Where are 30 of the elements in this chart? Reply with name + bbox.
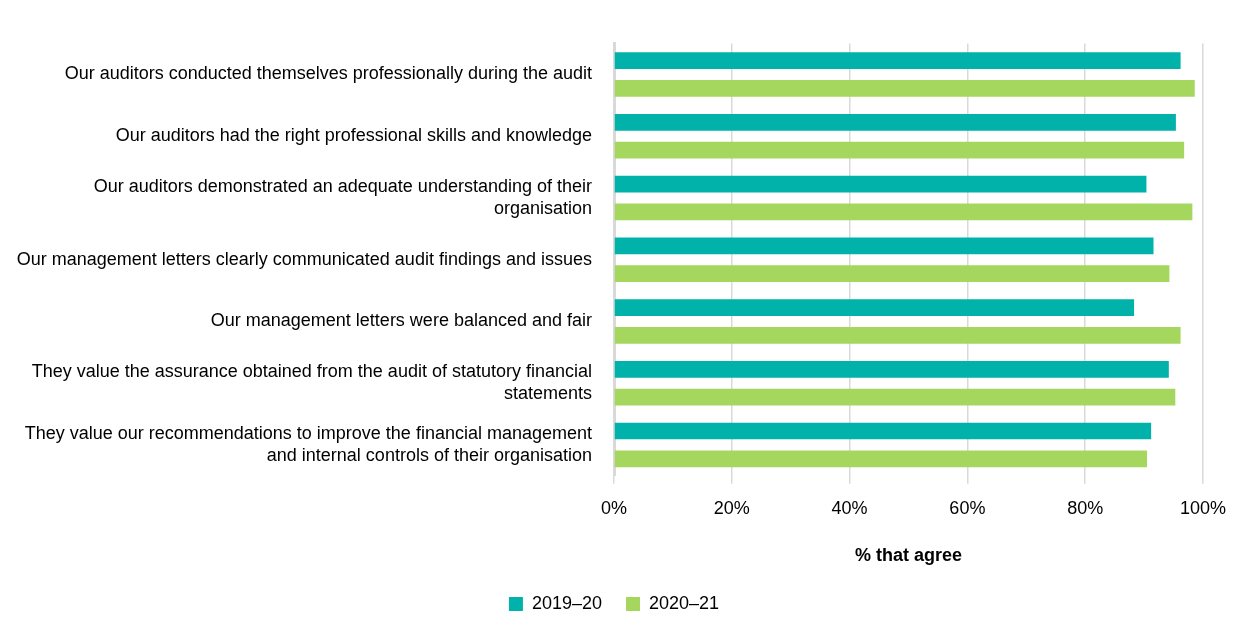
bar [614, 327, 1181, 344]
bar [614, 388, 1176, 406]
y-tick-label: They value the assurance obtained from the audit of statutory financial statements [31, 361, 592, 403]
bar [614, 175, 1147, 193]
bar [614, 141, 1185, 159]
x-axis-title: % that agree [854, 545, 963, 566]
x-tick-label: 20% [713, 497, 750, 518]
legend-label: 2020–21 [649, 592, 720, 613]
bar [614, 265, 1170, 282]
y-tick-label: Our auditors had the right professional skills and knowledge [115, 125, 592, 146]
bar [614, 450, 1148, 468]
y-tick-label: Our management letters clearly communicated audit findings and issues [16, 248, 592, 269]
bar [614, 299, 1135, 316]
x-tick-label: 60% [949, 497, 986, 518]
y-tick-label: Our auditors demonstrated an adequate understanding of their organisation [93, 176, 592, 218]
bar [614, 237, 1154, 255]
bar [614, 113, 1176, 131]
bar [614, 422, 1152, 440]
x-tick-label: 0% [600, 497, 628, 518]
legend-label: 2019–20 [531, 592, 602, 613]
x-tick-label: 80% [1067, 497, 1104, 518]
x-tick-label: 40% [831, 497, 868, 518]
bar [614, 52, 1181, 69]
bar [614, 80, 1195, 97]
x-tick-label: 100% [1179, 497, 1226, 518]
y-tick-label: They value our recommendations to improve the financial management and internal controls of their organisation [24, 423, 592, 465]
y-tick-label: Our auditors conducted themselves professionally during the audit [64, 63, 592, 84]
bar [614, 360, 1169, 378]
bar [614, 203, 1193, 221]
y-tick-label: Our management letters were balanced and fair [210, 310, 592, 331]
